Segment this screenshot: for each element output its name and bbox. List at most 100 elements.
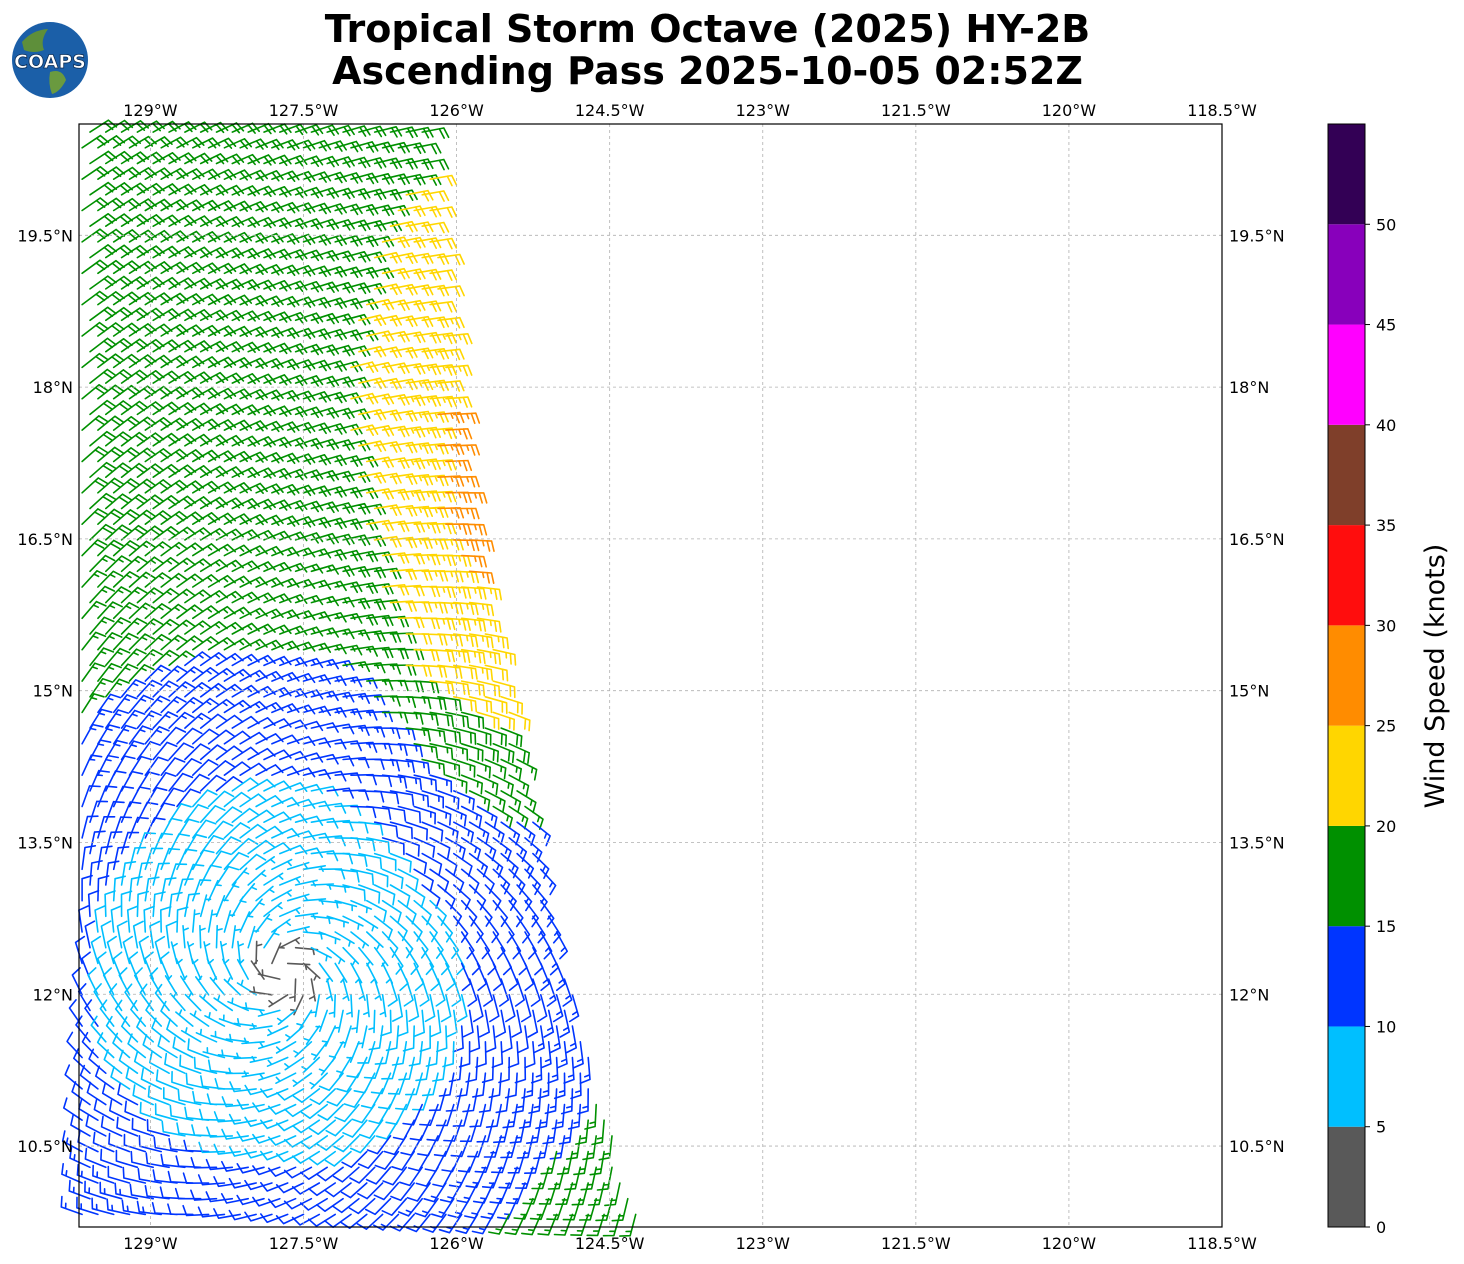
wind-barb	[275, 1213, 305, 1225]
wind-barb	[453, 570, 480, 584]
wind-barb	[271, 515, 300, 527]
wind-barb	[199, 309, 229, 322]
wind-barb	[71, 967, 83, 996]
wind-barb	[271, 609, 300, 620]
colorbar-tick-label: 35	[1376, 516, 1396, 535]
wind-barb	[231, 591, 260, 604]
wind-barb	[389, 126, 418, 139]
wind-barb	[116, 1116, 139, 1137]
wind-barb	[236, 1194, 265, 1206]
wind-barb	[255, 639, 284, 651]
wind-barb	[373, 157, 403, 170]
wind-barb	[437, 253, 465, 266]
wind-barb	[397, 489, 426, 502]
wind-barb	[389, 346, 418, 359]
wind-barb	[429, 395, 457, 408]
wind-barb	[87, 967, 99, 996]
wind-barb	[283, 1197, 313, 1210]
wind-barb	[366, 393, 395, 406]
wind-barb	[300, 1103, 328, 1120]
wind-barb	[132, 920, 144, 949]
wind-barb	[437, 727, 462, 744]
wind-barb	[97, 446, 125, 463]
wind-barb	[199, 652, 228, 667]
wind-barb	[231, 715, 260, 729]
wind-barb	[527, 1009, 539, 1038]
wind-barb	[421, 474, 449, 487]
wind-barb	[130, 999, 147, 1027]
wind-barb	[184, 773, 210, 792]
wind-barb	[516, 852, 535, 879]
wind-barb	[120, 338, 149, 353]
wind-barb	[250, 959, 265, 980]
wind-barb	[445, 837, 466, 860]
wind-barb	[445, 617, 471, 631]
wind-barb	[206, 1126, 234, 1138]
wind-barb	[342, 884, 366, 902]
wind-barb	[160, 726, 187, 745]
wind-barb	[255, 295, 284, 307]
wind-barb	[476, 743, 499, 763]
wind-barb	[205, 1191, 234, 1203]
y-tick-label-right: 16.5°N	[1229, 530, 1285, 549]
wind-barb	[89, 492, 116, 510]
wind-barb	[215, 895, 229, 918]
wind-barb	[381, 743, 408, 756]
wind-barb	[373, 758, 400, 772]
wind-barb	[429, 962, 440, 992]
wind-barb	[589, 1150, 605, 1176]
wind-barb	[334, 740, 362, 752]
wind-barb	[452, 1025, 464, 1053]
wind-barb	[271, 765, 300, 776]
wind-barb	[500, 696, 523, 715]
wind-barb	[144, 479, 173, 494]
wind-barb	[467, 978, 478, 1007]
wind-barb	[279, 936, 301, 949]
wind-barb	[366, 551, 394, 564]
wind-barb	[445, 554, 472, 567]
wind-barb	[540, 1150, 558, 1175]
wind-barb	[247, 778, 276, 792]
wind-barb	[255, 825, 284, 839]
wind-barb	[421, 601, 448, 614]
wind-barb	[340, 1213, 368, 1229]
wind-barb	[152, 1169, 178, 1184]
wind-barb	[136, 801, 159, 823]
wind-barb	[255, 885, 275, 902]
wind-barb	[342, 852, 368, 867]
wind-barb	[453, 946, 466, 976]
wind-barb	[192, 667, 220, 682]
wind-barb	[516, 1135, 534, 1159]
wind-barb	[223, 761, 252, 776]
wind-barb	[448, 1056, 463, 1083]
wind-barb	[453, 633, 479, 648]
colorbar-tick-label: 50	[1376, 215, 1396, 234]
wind-barb	[152, 463, 181, 478]
wind-barb	[342, 345, 371, 357]
wind-barb	[168, 557, 196, 573]
wind-barb	[374, 1150, 400, 1170]
wind-barb	[413, 363, 442, 376]
wind-barb	[509, 1119, 526, 1144]
wind-barb	[258, 1041, 281, 1050]
wind-barb	[192, 262, 221, 275]
wind-barb	[423, 1182, 447, 1203]
wind-barb	[199, 215, 229, 227]
wind-barb	[221, 1096, 249, 1108]
wind-barb	[247, 436, 276, 448]
wind-barb	[406, 1182, 431, 1202]
y-tick-label-right: 12°N	[1229, 985, 1269, 1004]
wind-barb	[405, 347, 434, 360]
wind-barb	[128, 786, 151, 808]
wind-barb	[247, 717, 276, 729]
wind-barb	[215, 528, 244, 541]
wind-barb	[68, 999, 83, 1027]
wind-barb	[611, 1197, 629, 1222]
wind-barb	[540, 868, 557, 896]
wind-barb	[488, 1072, 502, 1099]
wind-barb	[532, 821, 551, 847]
wind-barb	[336, 1056, 352, 1078]
wind-barb	[213, 1143, 241, 1155]
wind-barb	[112, 540, 140, 557]
wind-barb	[129, 1183, 154, 1200]
